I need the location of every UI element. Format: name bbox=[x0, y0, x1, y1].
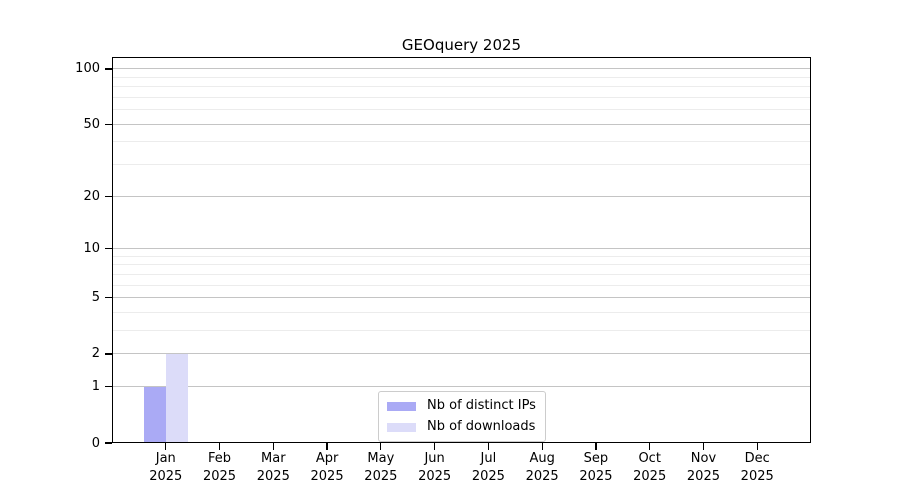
x-tick-label: Aug 2025 bbox=[525, 451, 559, 484]
x-tick-mark bbox=[326, 443, 328, 450]
major-gridline bbox=[112, 248, 811, 250]
legend: Nb of distinct IPs Nb of downloads bbox=[378, 391, 546, 442]
x-tick-mark bbox=[272, 443, 274, 450]
x-tick-label: Jun 2025 bbox=[418, 451, 452, 484]
x-tick-label: Sep 2025 bbox=[579, 451, 613, 484]
y-tick-mark bbox=[105, 386, 112, 388]
y-tick-mark bbox=[105, 123, 112, 125]
x-tick-label: Oct 2025 bbox=[633, 451, 667, 484]
minor-gridline bbox=[112, 141, 811, 143]
x-tick-label: Feb 2025 bbox=[202, 451, 237, 484]
y-tick-mark bbox=[105, 247, 112, 250]
y-tick-mark bbox=[105, 195, 112, 197]
y-tick-label: 20 bbox=[83, 188, 100, 204]
minor-gridline bbox=[112, 264, 811, 266]
x-tick-mark bbox=[595, 443, 597, 450]
x-tick-label: Mar 2025 bbox=[256, 451, 290, 484]
x-tick-mark bbox=[702, 443, 705, 450]
y-tick-label: 100 bbox=[75, 61, 100, 77]
x-tick-label: May 2025 bbox=[364, 451, 398, 484]
legend-item-downloads: Nb of downloads bbox=[387, 418, 536, 436]
major-gridline bbox=[112, 195, 811, 197]
x-tick-mark bbox=[487, 443, 490, 450]
y-tick-mark bbox=[105, 68, 112, 70]
chart-title: GEOquery 2025 bbox=[401, 36, 522, 54]
y-tick-label: 10 bbox=[83, 241, 100, 257]
legend-item-distinct-ips: Nb of distinct IPs bbox=[387, 397, 536, 415]
minor-gridline bbox=[112, 312, 811, 314]
x-tick-label: Jul 2025 bbox=[471, 451, 505, 484]
x-tick-mark bbox=[541, 443, 543, 450]
x-tick-label: Nov 2025 bbox=[686, 451, 720, 484]
minor-gridline bbox=[112, 284, 811, 286]
minor-gridline bbox=[112, 255, 811, 257]
minor-gridline bbox=[112, 330, 811, 332]
x-tick-label: Jan 2025 bbox=[149, 451, 183, 484]
x-tick-label: Dec 2025 bbox=[740, 451, 774, 484]
x-tick-mark bbox=[218, 443, 221, 450]
x-tick-mark bbox=[433, 443, 436, 450]
legend-label: Nb of downloads bbox=[427, 419, 536, 434]
plot-border bbox=[112, 57, 811, 443]
y-tick-label: 2 bbox=[91, 346, 100, 362]
x-tick-mark bbox=[649, 443, 651, 450]
major-gridline bbox=[112, 123, 811, 125]
y-tick-mark bbox=[105, 442, 112, 444]
y-tick-label: 50 bbox=[83, 116, 100, 132]
major-gridline bbox=[112, 68, 811, 70]
x-tick-label: Apr 2025 bbox=[310, 451, 344, 484]
legend-label: Nb of distinct IPs bbox=[427, 398, 536, 413]
legend-swatch-downloads bbox=[387, 422, 416, 432]
y-tick-label: 5 bbox=[91, 290, 100, 306]
x-tick-mark bbox=[165, 443, 167, 450]
minor-gridline bbox=[112, 96, 811, 98]
major-gridline bbox=[112, 386, 811, 388]
minor-gridline bbox=[112, 109, 811, 111]
minor-gridline bbox=[112, 86, 811, 88]
major-gridline bbox=[112, 353, 811, 355]
legend-swatch-distinct-ips bbox=[387, 401, 416, 411]
minor-gridline bbox=[112, 76, 811, 78]
bar bbox=[143, 386, 166, 443]
minor-gridline bbox=[112, 164, 811, 166]
y-tick-mark bbox=[105, 353, 112, 355]
major-gridline bbox=[112, 297, 811, 299]
bar bbox=[165, 353, 188, 443]
x-tick-mark bbox=[756, 443, 758, 450]
minor-gridline bbox=[112, 273, 811, 275]
y-tick-mark bbox=[105, 297, 112, 299]
y-tick-label: 0 bbox=[91, 435, 100, 451]
y-tick-label: 1 bbox=[91, 379, 100, 395]
x-tick-mark bbox=[380, 443, 382, 450]
